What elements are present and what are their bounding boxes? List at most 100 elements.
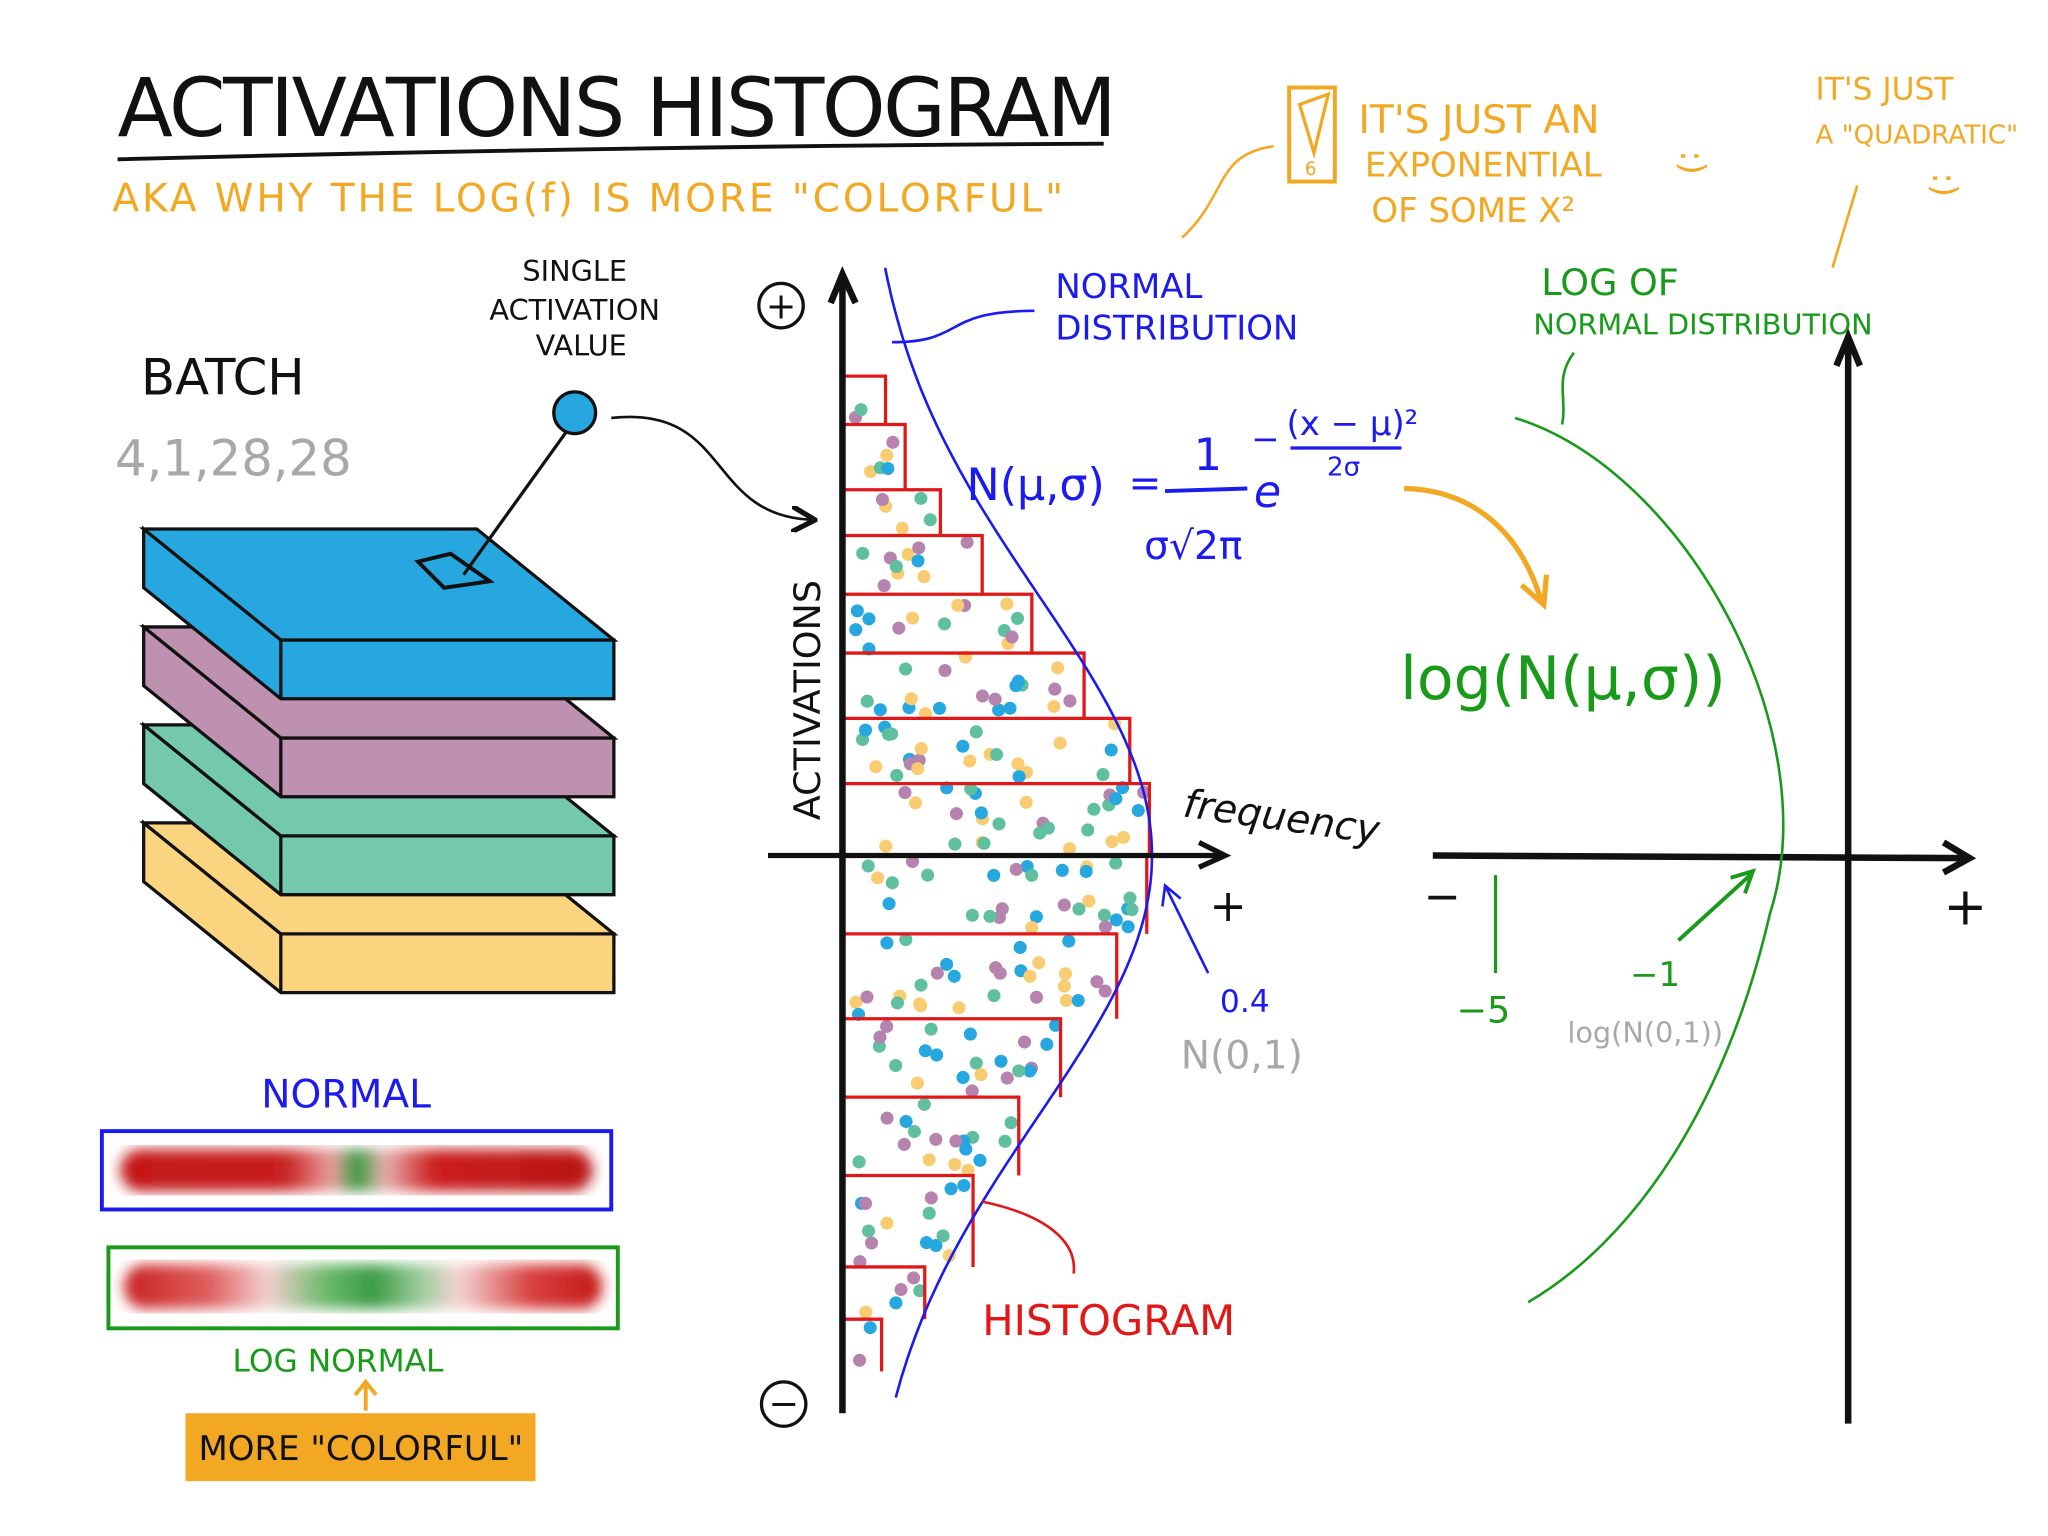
log-x-minus: −: [1424, 872, 1461, 923]
up-arrow-icon: [353, 1378, 378, 1411]
activation-dot: [974, 806, 988, 820]
activation-dot: [1019, 795, 1033, 809]
activation-dot: [1012, 1064, 1026, 1078]
activation-dot: [849, 995, 863, 1009]
activation-cell: [414, 551, 495, 590]
activation-dot: [911, 554, 925, 568]
histogram-pointer: [981, 1200, 1076, 1274]
histogram-bar: [842, 1173, 975, 1267]
activations-axis: [827, 266, 859, 1414]
activation-dot: [1062, 934, 1076, 948]
activation-dot: [1023, 1064, 1037, 1078]
note-quadratic-line-1: IT'S JUST: [1816, 71, 1955, 107]
activation-dot: [863, 1321, 877, 1335]
activation-dot: [889, 1296, 903, 1310]
activation-dot: [1017, 1035, 1032, 1049]
normal-formula: N(μ,σ) = 1 σ√2π e − (x − μ)² 2σ: [967, 404, 1419, 569]
formula-base: e: [1254, 467, 1281, 518]
activation-dot: [890, 996, 904, 1010]
activation-dots: [848, 403, 1151, 1367]
activation-dot: [1090, 975, 1104, 989]
activation-dot: [1098, 920, 1112, 934]
quadratic-pointer: [1831, 185, 1859, 269]
activation-dot: [938, 663, 952, 678]
activation-dot: [860, 990, 874, 1004]
activation-dot: [873, 1030, 887, 1044]
activation-dot: [1057, 898, 1071, 912]
activation-dot: [894, 1283, 908, 1297]
activation-dot: [895, 521, 909, 535]
activation-dot: [907, 1271, 921, 1285]
activation-dot: [956, 739, 970, 753]
smiley-icon-2: :): [1924, 172, 1964, 197]
activation-dot: [856, 546, 870, 560]
log-y-axis: [1833, 328, 1863, 1424]
activation-dot: [877, 579, 891, 593]
formula-denominator: σ√2π: [1144, 524, 1242, 569]
activation-dot: [861, 1224, 876, 1238]
exclamation-mark-icon: [1297, 91, 1331, 160]
histogram-bar: [842, 374, 888, 425]
activation-dot: [921, 868, 935, 882]
activation-dot: [992, 817, 1006, 831]
histogram-bar: [842, 422, 907, 490]
activation-dot: [901, 547, 915, 561]
activation-dot: [1123, 891, 1137, 905]
batch-tensor-stack: [139, 525, 619, 995]
activation-dot: [882, 727, 896, 741]
arrow-to-log-formula: [1404, 485, 1550, 611]
activation-dot: [914, 999, 928, 1013]
activation-dot: [905, 854, 920, 869]
activation-dot: [860, 694, 874, 708]
activation-dot: [940, 957, 954, 971]
normal-dist-label-2: DISTRIBUTION: [1055, 309, 1298, 349]
activation-dot: [897, 1137, 911, 1151]
activation-dot: [1098, 984, 1112, 998]
log-plot-title-2: NORMAL DISTRIBUTION: [1533, 307, 1872, 341]
activation-dot: [918, 1044, 932, 1058]
activation-dot: [880, 1111, 894, 1125]
activation-dot: [912, 541, 926, 555]
activation-dot: [899, 933, 913, 947]
activation-dot: [949, 1134, 963, 1148]
activation-dot: [1025, 920, 1039, 935]
activation-dot: [957, 1178, 971, 1193]
exclamation-badge-icon: [1287, 85, 1337, 184]
activation-dot: [1000, 597, 1014, 611]
histogram-bar: [842, 1095, 1021, 1176]
tick-minus1-dist: log(N(0,1)): [1567, 1015, 1723, 1049]
activation-dot: [961, 1163, 975, 1177]
activation-dot: [1004, 1116, 1018, 1130]
activation-dot: [977, 836, 991, 850]
activation-dot: [1109, 792, 1123, 806]
log-normal-color-bar: [124, 1264, 603, 1309]
activation-dot: [852, 1155, 866, 1169]
activation-dot: [969, 1056, 983, 1070]
tick-minus5-label: −5: [1456, 989, 1510, 1032]
activation-dot: [880, 936, 894, 950]
activation-dot: [881, 461, 895, 476]
badge-number: 6: [1305, 159, 1317, 180]
log-plot-title-1: LOG OF: [1541, 261, 1679, 304]
activation-dot: [1081, 823, 1095, 837]
activation-dot: [1104, 743, 1118, 757]
activation-dot: [924, 1022, 938, 1036]
activation-dot: [1032, 956, 1046, 970]
activation-dot: [1003, 701, 1017, 715]
activation-dot: [963, 1027, 977, 1041]
histogram-bar: [842, 1017, 1063, 1098]
activation-dot: [1087, 802, 1101, 816]
activation-dot: [1029, 910, 1043, 924]
frequency-axis: [767, 840, 1232, 870]
single-activation-label-1: SINGLE: [522, 254, 627, 288]
activation-dot: [924, 1191, 938, 1205]
activation-dot: [1058, 967, 1073, 981]
activation-dot: [1125, 903, 1139, 917]
formula-exp-denominator: 2σ: [1327, 452, 1360, 482]
activation-dot: [1131, 803, 1145, 818]
arrow-to-histogram: [611, 415, 812, 520]
activation-dot: [1105, 835, 1119, 849]
fraction-bar: [1164, 486, 1248, 494]
activation-dot: [880, 1019, 894, 1033]
